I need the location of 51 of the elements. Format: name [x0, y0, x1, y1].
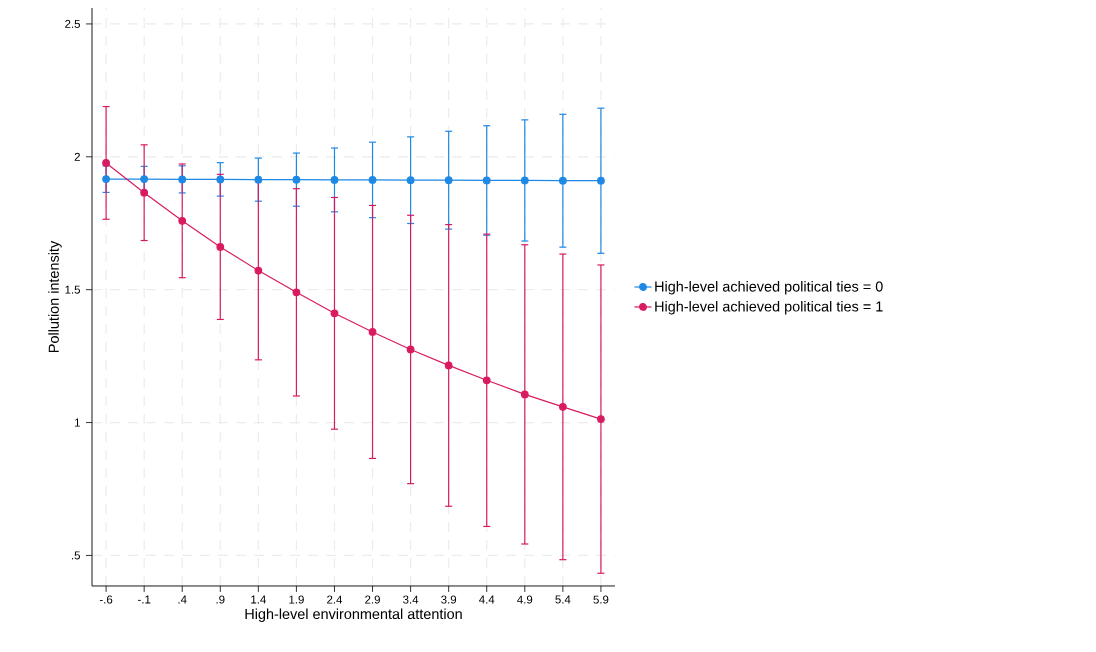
point	[558, 402, 567, 411]
y-axis-title: Pollution intensity	[48, 240, 62, 353]
y-tick-label: 1	[74, 418, 80, 427]
point	[520, 176, 529, 185]
x-tick-label: 4.9	[517, 595, 533, 604]
point	[102, 159, 110, 167]
x-tick-label: .9	[216, 595, 225, 604]
point	[406, 345, 415, 354]
point	[482, 176, 491, 185]
point	[292, 288, 301, 297]
legend-label: High-level achieved political ties = 0	[655, 281, 883, 295]
point	[254, 175, 263, 184]
x-tick-label: 2.9	[365, 595, 380, 604]
x-tick-label: .4	[178, 595, 187, 604]
point	[406, 176, 415, 185]
legend-label: High-level achieved political ties = 1	[655, 300, 883, 315]
point	[178, 175, 187, 184]
x-tick-label: 5.4	[555, 595, 571, 604]
x-tick-label: -.1	[137, 595, 151, 604]
point	[597, 415, 605, 423]
point	[368, 176, 377, 184]
point	[178, 216, 187, 225]
point	[330, 176, 339, 184]
y-tick-label: 2.5	[65, 19, 81, 28]
x-tick-label: 1.4	[251, 595, 266, 604]
point	[140, 175, 149, 184]
x-tick-label: 5.9	[593, 595, 609, 604]
y-tick-label: 1.5	[65, 285, 81, 294]
x-tick-label: 3.9	[441, 595, 457, 604]
point	[216, 175, 225, 184]
x-tick-label: 1.9	[289, 595, 304, 604]
point	[444, 361, 453, 370]
x-axis-title: High-level environmental attention	[245, 608, 462, 622]
point	[216, 242, 225, 251]
point	[254, 266, 263, 275]
x-tick-label: -.6	[99, 595, 113, 604]
point	[140, 188, 149, 197]
y-tick-label: .5	[71, 551, 81, 560]
point	[520, 390, 529, 399]
point	[482, 376, 491, 385]
point	[330, 309, 339, 318]
point	[597, 176, 605, 185]
point	[102, 175, 110, 184]
point	[558, 176, 567, 185]
point	[368, 328, 377, 336]
x-tick-label: 2.4	[327, 595, 343, 604]
point	[292, 175, 301, 184]
point	[444, 176, 453, 185]
y-tick-label: 2	[74, 152, 80, 161]
x-tick-label: 4.4	[479, 595, 495, 604]
x-tick-label: 3.4	[403, 595, 419, 604]
